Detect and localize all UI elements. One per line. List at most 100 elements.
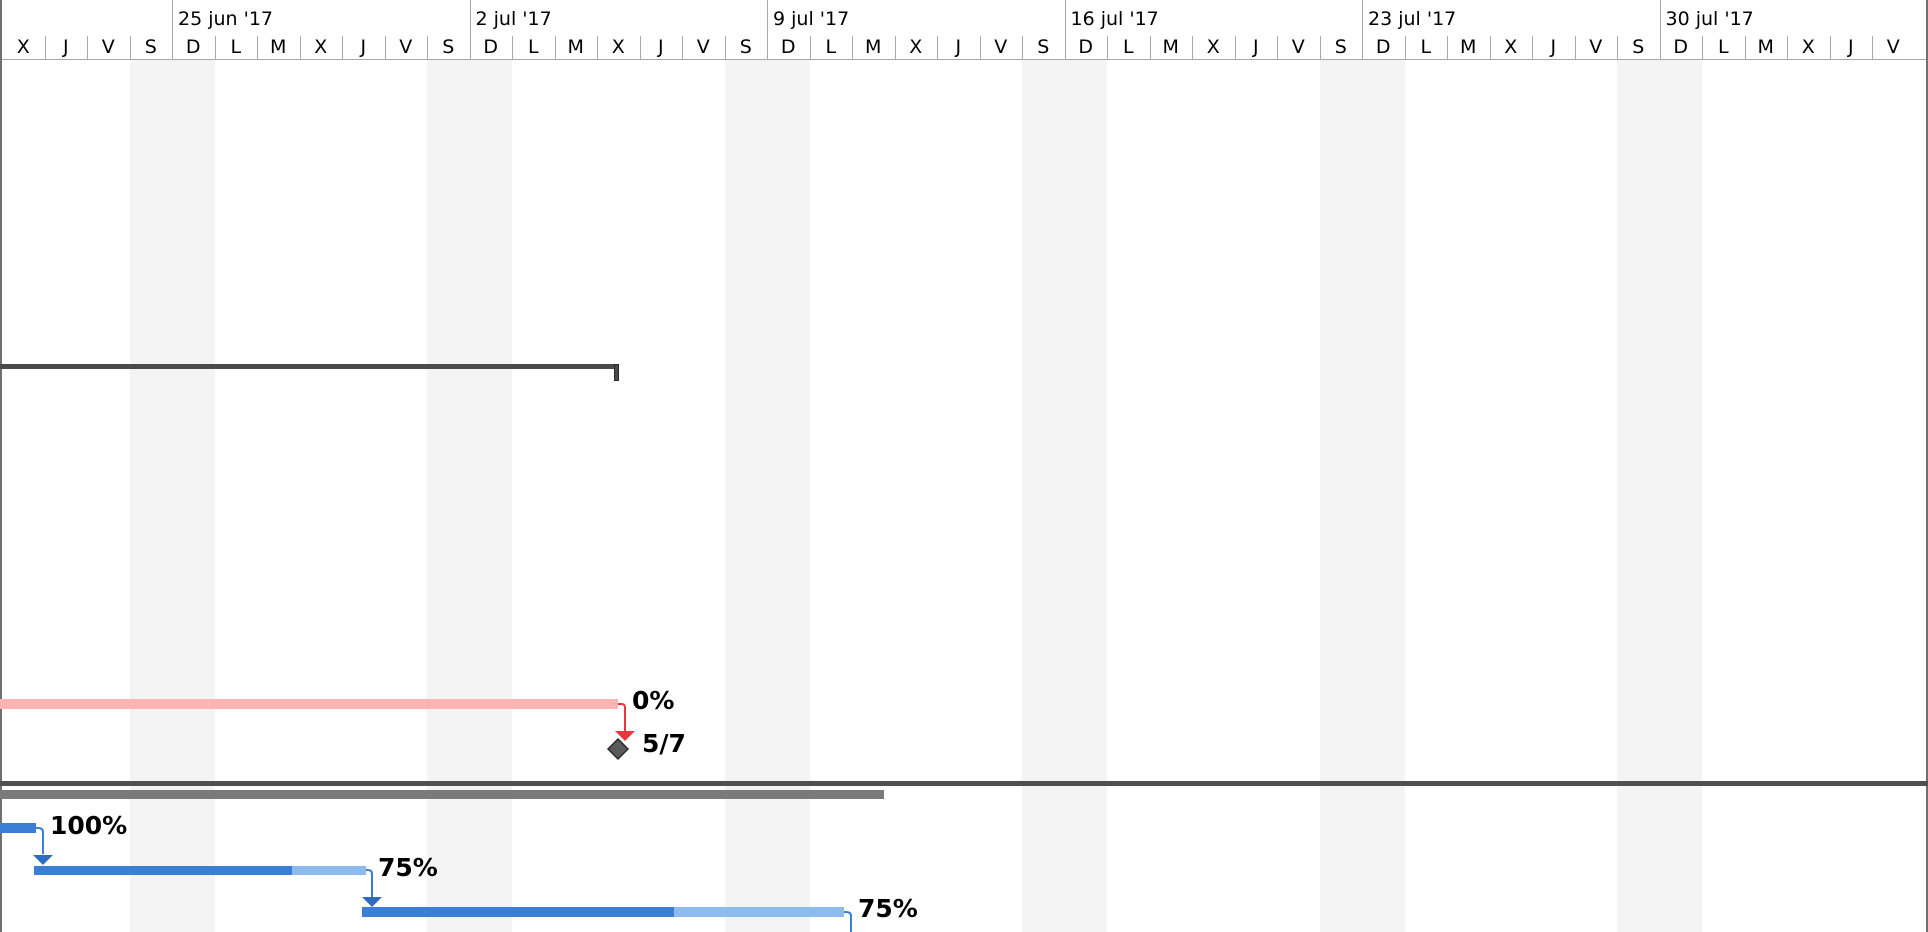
day-divider (1192, 36, 1193, 60)
subtask-3-bar-complete[interactable] (362, 907, 674, 917)
day-label: J (657, 36, 664, 58)
week-divider (469, 0, 471, 60)
day-label: X (909, 36, 923, 58)
week-label: 2 jul '17 (475, 8, 552, 30)
day-label: J (1550, 36, 1557, 58)
day-divider (1617, 36, 1618, 60)
subtask-2-link-arrow (362, 869, 382, 907)
subtask-2-progress-label: 75% (378, 853, 438, 882)
weekend-column (1022, 60, 1065, 932)
day-label: L (1717, 36, 1729, 58)
day-label: M (567, 36, 584, 58)
weekend-column (129, 60, 172, 932)
day-label: D (1375, 36, 1391, 58)
day-label: D (780, 36, 796, 58)
day-divider (172, 36, 173, 60)
day-divider (937, 36, 938, 60)
critical-task-bar[interactable] (0, 699, 618, 709)
week-divider (767, 0, 768, 60)
day-label: J (955, 36, 962, 58)
day-divider (1022, 36, 1023, 60)
chart-right-border (1926, 0, 1928, 932)
weekend-column (1362, 60, 1405, 932)
week-label: 23 jul '17 (1368, 8, 1457, 30)
subtask-1-bar[interactable] (0, 823, 36, 833)
day-label: S (739, 36, 752, 58)
group-summary-bar[interactable] (0, 790, 884, 799)
day-label: S (442, 36, 455, 58)
weekend-column (724, 60, 767, 932)
day-divider (979, 36, 981, 60)
day-label: X (16, 36, 30, 58)
day-label: V (696, 36, 710, 58)
day-divider (1702, 36, 1703, 60)
day-divider (257, 36, 258, 60)
subtask-2-bar-complete[interactable] (34, 866, 292, 875)
day-label: J (62, 36, 69, 58)
day-label: V (994, 36, 1008, 58)
day-divider (214, 36, 216, 60)
day-label: J (1847, 36, 1854, 58)
day-label: D (483, 36, 499, 58)
day-label: V (1886, 36, 1900, 58)
weekend-column (1064, 60, 1107, 932)
day-divider (1829, 36, 1831, 60)
summary-task-bar[interactable] (0, 364, 617, 369)
week-label: 25 jun '17 (178, 8, 274, 30)
project-summary-line (0, 781, 1928, 786)
subtask-2-bar-remaining[interactable] (292, 866, 366, 875)
day-divider (44, 36, 46, 60)
week-label: 9 jul '17 (773, 8, 850, 30)
day-divider (1362, 36, 1363, 60)
day-divider (384, 36, 386, 60)
week-divider (172, 0, 173, 60)
day-label: V (399, 36, 413, 58)
day-divider (1319, 36, 1321, 60)
day-divider (1532, 36, 1533, 60)
day-label: M (1460, 36, 1477, 58)
day-divider (852, 36, 853, 60)
day-label: S (1632, 36, 1645, 58)
week-divider (1064, 0, 1066, 60)
day-label: D (185, 36, 201, 58)
day-label: X (611, 36, 625, 58)
day-divider (1872, 36, 1873, 60)
summary-task-bar-end-cap (614, 364, 619, 381)
critical-link-arrow (615, 703, 635, 741)
subtask-1-progress-label: 100% (50, 811, 128, 840)
day-divider (1107, 36, 1108, 60)
day-label: X (314, 36, 328, 58)
day-divider (1404, 36, 1406, 60)
weekend-column (767, 60, 810, 932)
weekend-column (1617, 60, 1660, 932)
subtask-3-progress-label: 75% (858, 894, 918, 923)
day-divider (1659, 36, 1661, 60)
day-divider (1489, 36, 1491, 60)
day-divider (427, 36, 428, 60)
day-label: X (1504, 36, 1518, 58)
day-divider (1447, 36, 1448, 60)
critical-task-progress-label: 0% (632, 686, 675, 715)
day-label: X (1801, 36, 1815, 58)
chart-left-border (0, 0, 2, 932)
milestone-diamond-icon[interactable] (606, 737, 630, 761)
day-label: J (360, 36, 367, 58)
day-label: S (1037, 36, 1050, 58)
week-label: 30 jul '17 (1665, 8, 1754, 30)
day-divider (1149, 36, 1151, 60)
day-divider (129, 36, 131, 60)
day-divider (1064, 36, 1066, 60)
weekend-column (1659, 60, 1702, 932)
day-label: V (1589, 36, 1603, 58)
day-label: V (1291, 36, 1305, 58)
day-divider (894, 36, 896, 60)
weekend-column (469, 60, 512, 932)
day-label: M (270, 36, 287, 58)
day-divider (512, 36, 513, 60)
subtask-3-bar-remaining[interactable] (674, 907, 844, 917)
day-divider (1574, 36, 1576, 60)
day-label: D (1673, 36, 1689, 58)
milestone-date-label: 5/7 (642, 729, 686, 758)
weekend-column (172, 60, 215, 932)
day-divider (682, 36, 683, 60)
